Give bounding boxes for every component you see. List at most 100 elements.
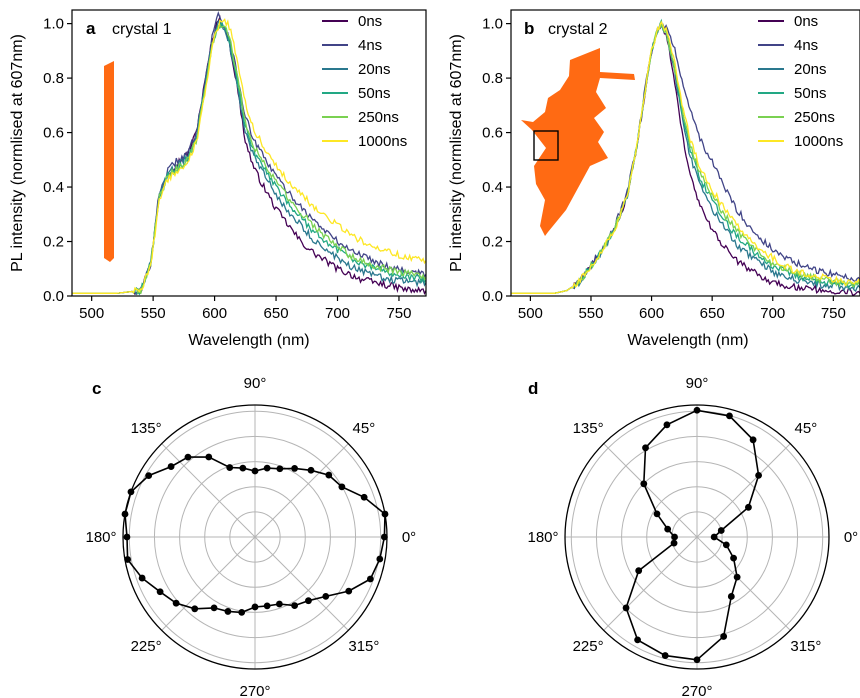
polar-grid-spoke	[603, 443, 698, 538]
polar-data-point	[127, 488, 135, 496]
polar-data-point	[263, 602, 271, 610]
panel-b-label: b	[524, 19, 534, 38]
y-tick-label: 0.4	[482, 179, 503, 196]
y-tick-label: 0.2	[43, 234, 64, 251]
polar-data-point	[376, 555, 384, 563]
angle-tick-label: 225°	[573, 638, 604, 655]
panel-a-legend: 0ns 4ns 20ns 50ns 250ns 1000ns	[322, 13, 407, 150]
legend-label-0ns: 0ns	[794, 13, 818, 30]
angle-tick-label: 90°	[686, 375, 709, 392]
legend-label-250ns: 250ns	[358, 109, 399, 126]
x-tick-label: 550	[578, 305, 603, 322]
polar-data-point	[642, 444, 649, 452]
panel-a-spectra: 500 550 600 650 700 750 0.0 0.2 0.4 0.6 0.8 1.0 a c…	[9, 9, 427, 349]
polar-data-point	[653, 510, 661, 518]
y-tick-label: 0.0	[482, 288, 503, 305]
polar-grid-spoke	[254, 536, 349, 631]
angle-tick-label: 180°	[527, 529, 558, 546]
polar-data-point	[121, 510, 129, 518]
panel-a-ylabel: PL intensity (normlised at 607nm)	[9, 34, 26, 272]
polar-data-point	[338, 483, 346, 491]
panel-a-xlabel: Wavelength (nm)	[188, 332, 309, 349]
polar-data-point	[664, 525, 672, 533]
polar-data-point	[251, 603, 259, 611]
series-line-1000ns	[511, 20, 860, 294]
polar-data-point	[224, 608, 232, 615]
x-tick-label: 700	[325, 305, 350, 322]
polar-data-point	[275, 600, 283, 608]
panel-a-title: crystal 1	[112, 21, 172, 38]
polar-data-point	[749, 436, 757, 444]
polar-grid-spoke	[254, 443, 349, 538]
angle-tick-label: 45°	[353, 420, 376, 437]
panel-b-spectra: 500 550 600 650 700 750 0.0 0.2 0.4 0.6 0.8 1.0 b c…	[448, 9, 860, 349]
polar-data-point	[184, 453, 192, 461]
panel-b-frame	[510, 9, 860, 297]
polar-data-point	[730, 554, 737, 562]
series-line-1000ns	[72, 18, 426, 294]
polar-data-point	[276, 465, 284, 473]
polar-data-point	[263, 464, 271, 472]
polar-data-point	[726, 412, 733, 420]
angle-tick-label: 90°	[244, 375, 267, 392]
x-tick-label: 500	[518, 305, 543, 322]
polar-data-point	[345, 587, 353, 595]
polar-data-point	[251, 467, 259, 475]
polar-grid-spoke	[696, 443, 791, 538]
legend-label-4ns: 4ns	[358, 37, 382, 54]
y-tick-label: 0.2	[482, 234, 503, 251]
polar-data-point	[671, 533, 678, 541]
panel-c-label: c	[92, 379, 101, 398]
y-tick-label: 0.6	[43, 125, 64, 142]
angle-tick-label: 180°	[85, 529, 116, 546]
polar-data-point	[366, 575, 374, 583]
x-tick-label: 650	[264, 305, 289, 322]
polar-data-point	[733, 573, 741, 581]
polar-data-point	[239, 464, 247, 472]
polar-grid-spoke	[603, 536, 698, 631]
polar-data-point	[291, 602, 298, 609]
y-tick-label: 0.0	[43, 288, 64, 305]
angle-tick-label: 315°	[790, 638, 821, 655]
polar-data-point	[745, 503, 752, 511]
polar-data-point	[722, 541, 730, 549]
polar-data-point	[693, 656, 701, 664]
angle-tick-label: 270°	[681, 683, 712, 698]
angle-tick-label: 270°	[239, 683, 270, 698]
polar-data-point	[156, 588, 164, 596]
polar-data-point	[210, 604, 218, 612]
x-tick-label: 600	[639, 305, 664, 322]
crystal-1-inset-image	[104, 61, 114, 262]
polar-data-point	[205, 453, 213, 461]
polar-data-point	[172, 599, 180, 607]
legend-label-4ns: 4ns	[794, 37, 818, 54]
polar-data-point	[693, 406, 701, 414]
panel-a-frame	[71, 9, 427, 297]
y-tick-label: 1.0	[482, 16, 503, 33]
polar-data-point	[663, 421, 671, 429]
x-tick-label: 500	[79, 305, 104, 322]
x-tick-label: 550	[141, 305, 166, 322]
polar-data-point	[124, 556, 132, 563]
polar-data-point	[360, 493, 368, 501]
polar-frame	[564, 404, 830, 670]
polar-data-point	[635, 567, 643, 575]
panel-b-legend: 0ns 4ns 20ns 50ns 250ns 1000ns	[758, 13, 843, 150]
x-tick-label: 750	[821, 305, 846, 322]
angle-tick-label: 225°	[131, 638, 162, 655]
x-tick-label: 600	[202, 305, 227, 322]
polar-data-point	[710, 533, 718, 541]
legend-label-20ns: 20ns	[794, 61, 827, 78]
polar-data-point	[325, 471, 333, 479]
polar-data-point	[720, 633, 728, 640]
polar-data-point	[145, 472, 153, 480]
polar-data-point	[226, 464, 234, 471]
crystal-2-inset-image	[521, 48, 635, 236]
polar-data-point	[167, 463, 175, 470]
legend-label-50ns: 50ns	[794, 85, 827, 102]
y-tick-label: 0.8	[43, 70, 64, 87]
x-tick-label: 700	[760, 305, 785, 322]
polar-data-point	[238, 608, 246, 616]
y-tick-label: 0.4	[43, 179, 64, 196]
